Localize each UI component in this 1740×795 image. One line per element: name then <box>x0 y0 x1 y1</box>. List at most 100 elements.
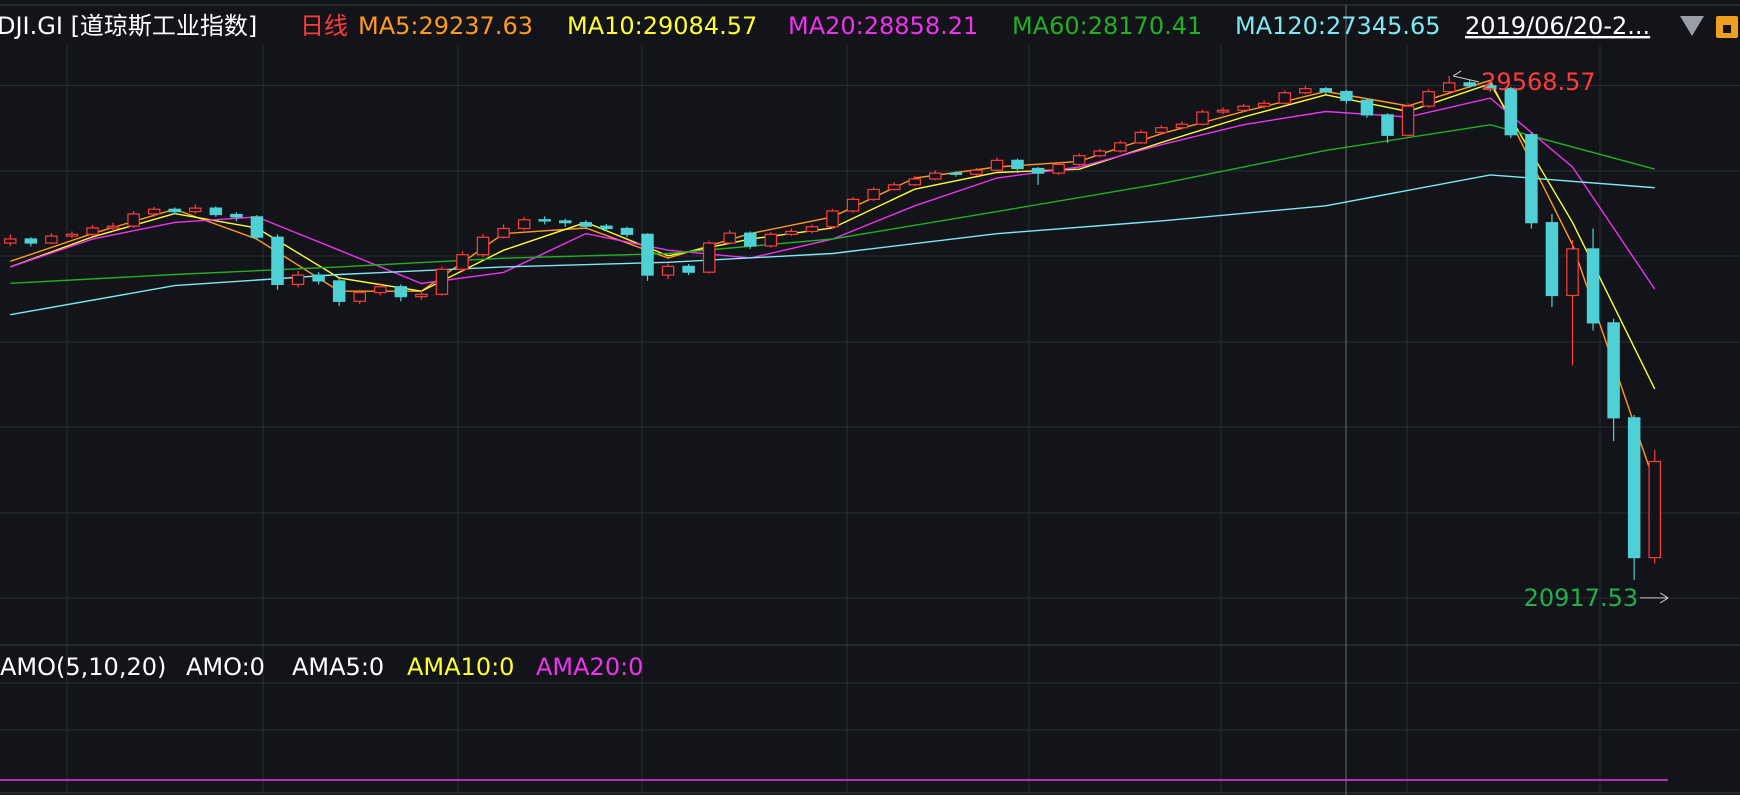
candle-body <box>435 268 449 295</box>
candle-body <box>682 265 695 273</box>
candle-body <box>394 286 408 298</box>
candle-body <box>250 216 264 238</box>
candle-body <box>559 220 572 224</box>
candle-body <box>1072 155 1086 166</box>
candle-body <box>805 226 819 233</box>
grid <box>0 45 1740 793</box>
candle-body <box>929 172 942 180</box>
candle-body <box>415 293 428 298</box>
candle-body <box>45 235 58 244</box>
candles <box>4 75 1661 580</box>
high-arrow <box>1452 70 1480 83</box>
candle-body <box>189 207 202 213</box>
candle-body <box>4 238 17 244</box>
candle-body <box>1278 92 1291 104</box>
candle-body <box>127 213 140 227</box>
candle-body <box>579 222 593 227</box>
legend-entry: MA20:28858.21 <box>788 12 978 40</box>
indicator-label: AMA5:0 <box>292 653 384 681</box>
candle-body <box>517 219 531 230</box>
candle-body <box>332 280 346 302</box>
candle-body <box>600 225 613 230</box>
chart-title: DJI.GI [道琼斯工业指数] <box>0 12 257 40</box>
lock-icon-hole <box>1723 25 1731 33</box>
candle-body <box>1463 82 1476 87</box>
candle-body <box>1360 99 1374 116</box>
candle-body <box>1196 111 1209 125</box>
candle-body <box>168 208 181 213</box>
candle-body <box>1216 109 1230 113</box>
candle-body <box>24 238 38 244</box>
candle-body <box>291 274 305 286</box>
candle-body <box>353 291 366 302</box>
candle-body <box>1175 123 1189 129</box>
candle-body <box>230 213 243 218</box>
low-label: 20917.53 <box>1524 584 1639 612</box>
legend-entry: MA10:29084.57 <box>567 12 757 40</box>
period-label: 日线 <box>300 12 348 40</box>
ma-line <box>10 174 1655 316</box>
legend-entry: MA60:28170.41 <box>1012 12 1202 40</box>
candle-body <box>702 242 716 273</box>
ma-line <box>10 124 1655 284</box>
candle-body <box>970 169 983 175</box>
candle-body <box>661 265 675 276</box>
candle-body <box>826 210 839 228</box>
candle-body <box>1093 150 1106 157</box>
candle-body <box>641 233 654 276</box>
candle-body <box>312 274 325 282</box>
candle-body <box>1627 417 1641 559</box>
candle-body <box>1052 163 1065 174</box>
candle-body <box>1484 85 1497 90</box>
candle-body <box>1545 222 1559 297</box>
candle-body <box>271 236 284 286</box>
candle-body <box>86 227 99 235</box>
candle-body <box>1011 159 1024 170</box>
candle-body <box>1504 88 1518 136</box>
candle-body <box>1442 82 1456 93</box>
candle-body <box>476 236 490 256</box>
indicator-label: AMA10:0 <box>407 653 514 681</box>
candle-body <box>990 159 1004 171</box>
candle-body <box>456 254 469 270</box>
date-range[interactable]: 2019/06/20-2... <box>1465 12 1650 40</box>
candle-body <box>1586 248 1600 324</box>
candle-body <box>106 225 120 229</box>
candle-body <box>147 208 161 215</box>
candle-body <box>1340 91 1353 101</box>
low-arrow <box>1640 592 1669 604</box>
candle-body <box>723 232 736 244</box>
indicator-title: AMO(5,10,20) <box>0 653 166 681</box>
candle-body <box>65 233 79 237</box>
indicator-label: AMO:0 <box>186 653 265 681</box>
candle-body <box>1319 88 1333 93</box>
candle-body <box>1155 127 1168 133</box>
dropdown-icon[interactable] <box>1680 16 1704 36</box>
candle-body <box>209 207 223 216</box>
legend-entry: MA120:27345.65 <box>1235 12 1441 40</box>
candle-body <box>1648 460 1661 559</box>
candle-body <box>497 227 510 238</box>
legend-entry: MA5:29237.63 <box>358 12 533 40</box>
candle-body <box>949 172 963 175</box>
candle-body <box>1607 322 1620 419</box>
candle-body <box>867 188 880 200</box>
candle-body <box>887 184 901 191</box>
candle-body <box>538 219 551 222</box>
candle-body <box>1257 102 1271 107</box>
candle-body <box>1422 91 1435 107</box>
candle-body <box>785 230 798 235</box>
candle-body <box>374 286 387 294</box>
candle-body <box>744 232 757 247</box>
candle-body <box>908 178 921 186</box>
candle-body <box>1401 105 1415 136</box>
candle-body <box>1031 167 1045 174</box>
candle-body <box>1525 134 1538 224</box>
candle-body <box>764 233 778 247</box>
candle-body <box>846 198 860 212</box>
candle-body <box>1381 114 1394 136</box>
candle-body <box>1299 88 1312 94</box>
